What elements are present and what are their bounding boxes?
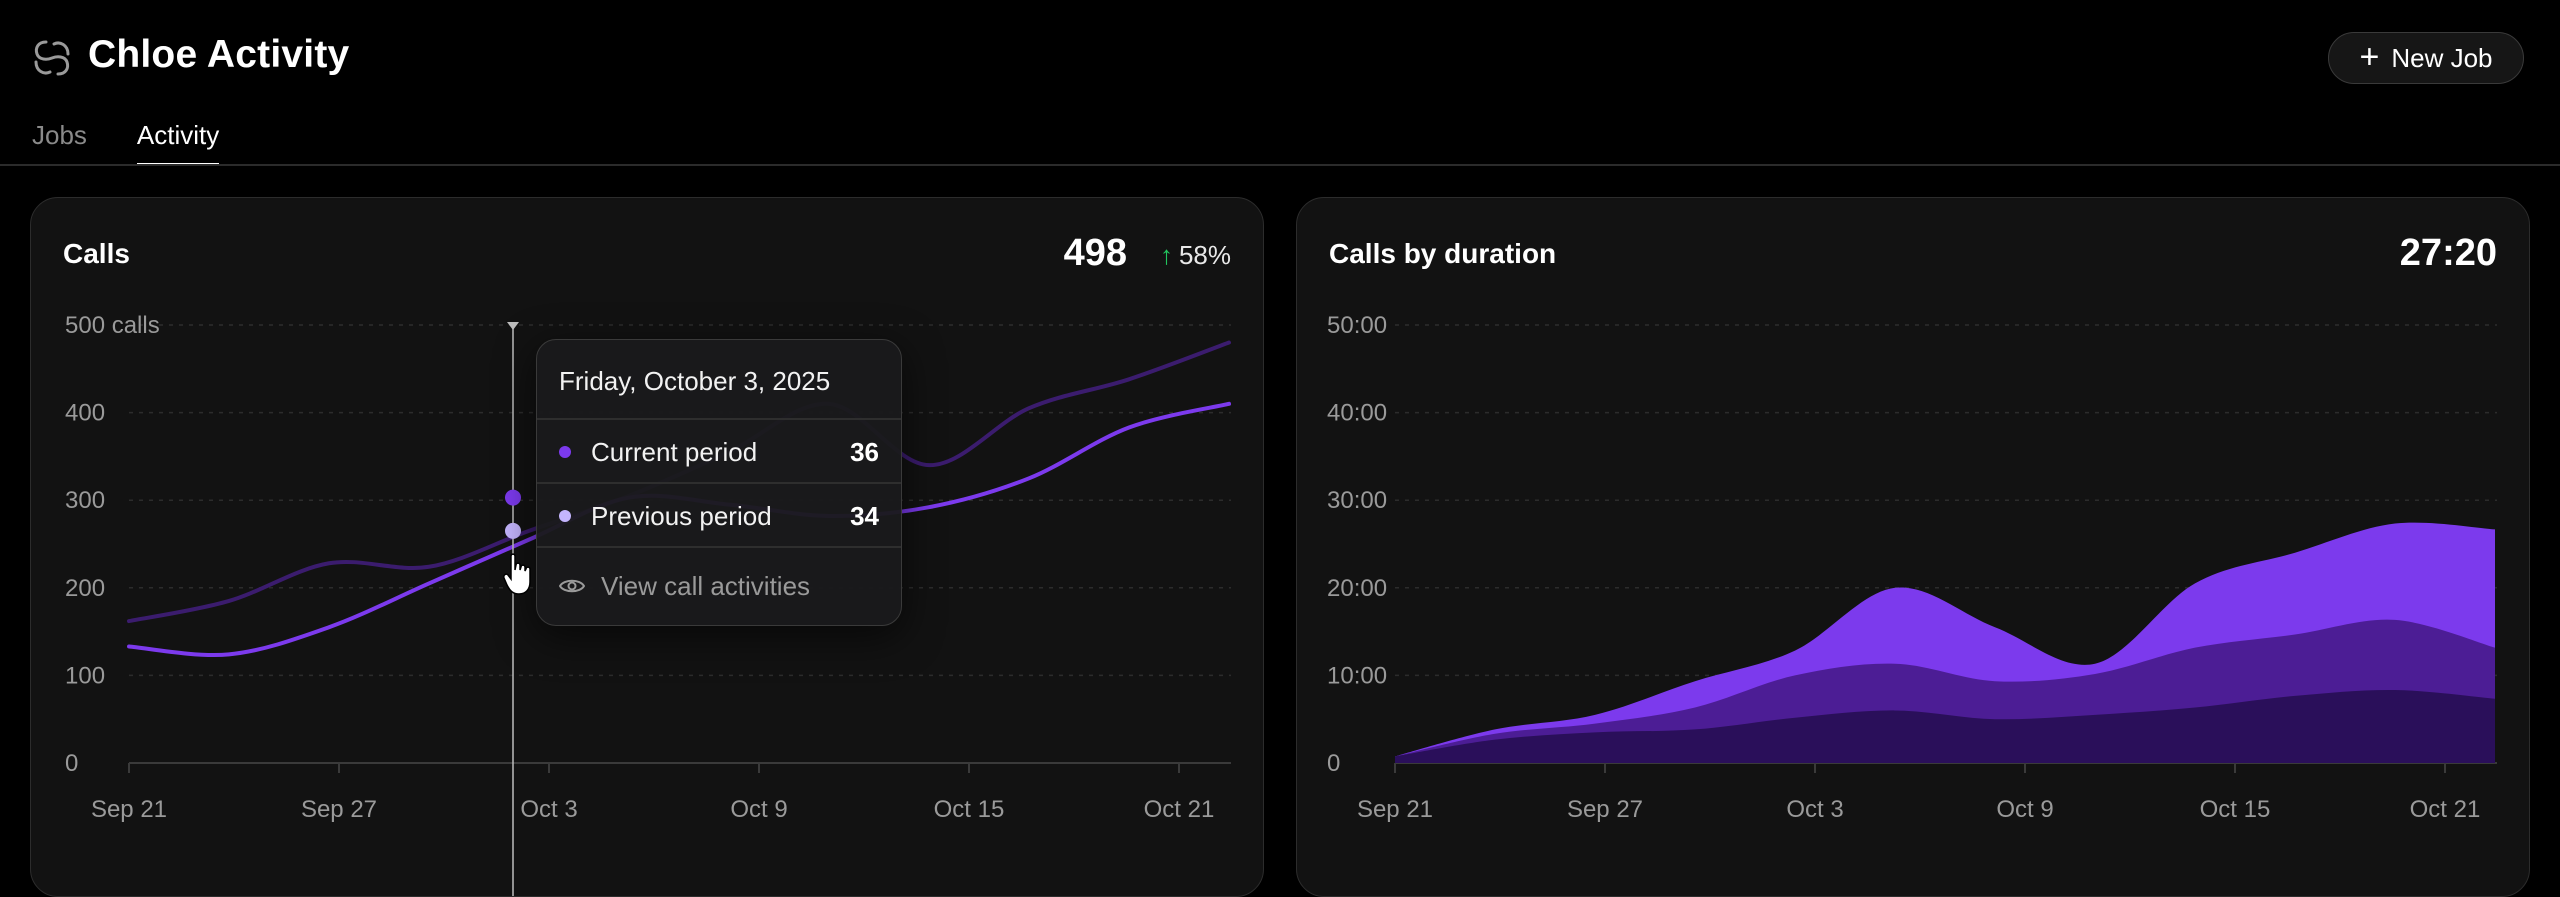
- page-title: Chloe Activity: [88, 33, 350, 76]
- app-logo-icon: [34, 40, 70, 76]
- arrow-up-icon: ↑: [1159, 240, 1173, 270]
- x-tick-label: Oct 15: [2200, 796, 2271, 823]
- tooltip-divider: [537, 546, 901, 548]
- calls-card: Calls 498 ↑ 58% 0 100 200 300 400 500 calls Se…: [30, 197, 1264, 897]
- calls-card-title: Calls: [63, 238, 130, 269]
- duration-card: Calls by duration 27:20 0 10:00 20:00 30:00…: [1296, 197, 2530, 897]
- plus-icon: +: [2359, 37, 2380, 76]
- duration-card-title: Calls by duration: [1329, 238, 1557, 269]
- y-tick-label: 0: [65, 750, 78, 777]
- x-tick-label: Sep 27: [301, 796, 377, 823]
- tab-jobs[interactable]: Jobs: [32, 120, 87, 150]
- x-tick-label: Oct 21: [1144, 796, 1215, 823]
- tab-bar: Jobs Activity: [32, 120, 220, 166]
- tooltip-row-value: 34: [850, 500, 879, 531]
- area-series-3: [1395, 689, 2495, 763]
- tooltip-date: Friday, October 3, 2025: [559, 366, 831, 396]
- tooltip-divider: [537, 482, 901, 484]
- highlight-point-current: [505, 489, 521, 506]
- x-tick-label: Oct 9: [730, 796, 787, 823]
- tooltip-row-label: Previous period: [591, 500, 772, 531]
- hover-marker: [507, 322, 519, 330]
- app-header: Chloe Activity + New Job Jobs Activity: [0, 0, 2560, 166]
- x-tick-label: Oct 3: [520, 796, 577, 823]
- y-tick-label: 300: [65, 487, 105, 514]
- y-tick-label: 400: [65, 400, 105, 427]
- legend-dot: [559, 446, 571, 458]
- duration-chart[interactable]: 0 10:00 20:00 30:00 40:00 50:00 Sep 21 Sep 27 Oc…: [1297, 198, 2530, 897]
- tooltip-row-value: 36: [850, 436, 879, 467]
- x-tick-label: Sep 27: [1567, 796, 1643, 823]
- hand-cursor-icon: [503, 553, 531, 595]
- y-tick-label: 10:00: [1327, 662, 1387, 689]
- y-tick-label: 500 calls: [65, 312, 160, 339]
- duration-value: 27:20: [2399, 232, 2497, 274]
- highlight-point-previous: [505, 522, 521, 539]
- y-tick-label: 30:00: [1327, 487, 1387, 514]
- y-tick-label: 0: [1327, 750, 1340, 777]
- view-call-activities-label: View call activities: [601, 570, 811, 601]
- new-job-button[interactable]: + New Job: [2328, 32, 2524, 84]
- y-tick-label: 20:00: [1327, 575, 1387, 602]
- x-tick-label: Oct 21: [2410, 796, 2481, 823]
- x-tick-label: Oct 3: [1786, 796, 1843, 823]
- calls-delta: ↑ 58%: [1160, 240, 1231, 271]
- eye-icon: [559, 579, 585, 593]
- tooltip-row-previous: Previous period 34: [559, 496, 879, 536]
- tooltip-divider: [537, 418, 901, 420]
- x-tick-label: Oct 15: [934, 796, 1005, 823]
- y-tick-label: 40:00: [1327, 400, 1387, 427]
- calls-delta-value: 58%: [1178, 240, 1231, 270]
- tooltip-row-current: Current period 36: [559, 432, 879, 472]
- tab-activity[interactable]: Activity: [136, 120, 220, 166]
- legend-dot: [559, 510, 571, 522]
- y-tick-label: 50:00: [1327, 312, 1387, 339]
- chart-tooltip: Friday, October 3, 2025 Current period 3…: [536, 339, 902, 626]
- calls-total-value: 498: [1063, 232, 1127, 274]
- x-tick-label: Sep 21: [91, 796, 167, 823]
- x-tick-label: Sep 21: [1357, 796, 1433, 823]
- y-tick-label: 200: [65, 575, 105, 602]
- x-tick-label: Oct 9: [1996, 796, 2053, 823]
- view-call-activities-link[interactable]: View call activities: [559, 566, 810, 606]
- y-tick-label: 100: [65, 662, 105, 689]
- header-divider: [0, 164, 2560, 166]
- tooltip-row-label: Current period: [591, 436, 758, 467]
- new-job-label: New Job: [2391, 42, 2493, 73]
